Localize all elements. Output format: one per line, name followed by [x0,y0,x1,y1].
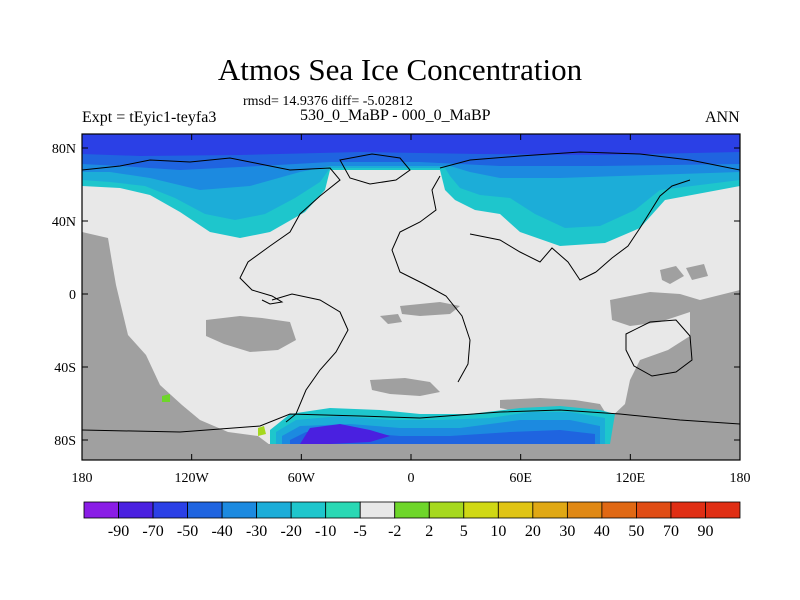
coast-europe-africa [391,175,471,383]
colorbar-box [463,501,499,519]
arctic-band-deep-blue [82,134,740,156]
colorbar-label: 70 [663,523,679,540]
colorbar-box [497,501,534,519]
colorbar-box [187,501,223,519]
colorbar-label: 20 [525,523,541,540]
y-tick-label: 0 [69,288,76,303]
colorbar: -90 -70 -50 -40 -30 -20 -10 -5 -2 2 5 10 20 30 40 50 70 9… [83,501,741,540]
colorbar-box [256,501,292,519]
colorbar-label: 40 [594,523,610,540]
colorbar-label: -30 [246,523,267,540]
colorbar-box [601,501,637,519]
y-tick-label: 40N [52,215,76,230]
colorbar-label: 2 [425,523,433,540]
land-south-america-west [82,232,270,460]
land-island-a [400,302,460,316]
map-field [82,134,740,460]
plot-title: Atmos Sea Ice Concentration [217,52,583,87]
colorbar-box [83,501,119,519]
positive-patch-b [258,426,266,436]
colorbar-box [152,501,188,519]
x-axis: 180 120W 60W 0 60E 120E 180 [72,134,751,486]
colorbar-box [532,501,568,519]
coast-north-america [82,157,341,305]
colorbar-box [566,501,603,519]
land-patagonia [370,378,440,396]
x-tick-label: 0 [408,471,415,486]
x-tick-label: 120E [616,471,646,486]
coastlines [82,151,740,433]
colorbar-box [290,501,327,519]
x-tick-label: 180 [730,471,751,486]
colorbar-label: 5 [460,523,468,540]
positive-patch-a [162,394,170,402]
colorbar-box [394,501,430,519]
colorbar-label: 90 [697,523,713,540]
land-australia [600,290,740,460]
coast-arabia-india [469,233,597,281]
colorbar-label: 30 [559,523,575,540]
coast-eurasia [439,151,740,171]
stats-label: rmsd= 14.9376 diff= -5.02812 [243,94,413,109]
colorbar-box [636,501,672,519]
colorbar-box [359,501,396,519]
land-island-b [380,314,402,324]
coast-australia [625,319,693,377]
colorbar-box [428,501,465,519]
coast-greenland [339,153,411,185]
colorbar-label: -40 [211,523,232,540]
colorbar-box [325,501,361,519]
colorbar-box [221,501,258,519]
coast-antarctica [82,409,740,433]
y-tick-label: 80S [54,434,76,449]
colorbar-label: -10 [315,523,336,540]
season-label: ANN [705,109,740,126]
y-tick-label: 40S [54,361,76,376]
y-axis: 80N 40N 0 40S 80S [52,142,740,449]
colorbar-label: 10 [490,523,506,540]
x-tick-label: 60W [288,471,316,486]
colorbar-label: -90 [108,523,129,540]
experiment-label: Expt = tEyic1-teyfa3 [82,109,217,126]
colorbar-label: -2 [388,523,401,540]
colorbar-box [705,501,741,519]
y-tick-label: 80N [52,142,76,157]
coast-south-america [271,293,349,423]
colorbar-label: -70 [142,523,163,540]
antarctic-land-base [82,444,740,460]
period-label: 530_0_MaBP - 000_0_MaBP [300,107,491,124]
colorbar-label: -5 [354,523,367,540]
land-island-d [686,264,708,280]
x-tick-label: 180 [72,471,93,486]
colorbar-label: 50 [628,523,644,540]
antarctic-band-purple [300,424,390,444]
x-tick-label: 120W [175,471,210,486]
x-tick-label: 60E [509,471,532,486]
land-pacific-strip [82,232,96,360]
coast-east-asia [595,179,691,273]
colorbar-box [118,501,154,519]
colorbar-label: -20 [280,523,301,540]
land-africa-south [206,316,296,352]
colorbar-box [670,501,706,519]
colorbar-label: -50 [177,523,198,540]
land-island-c [660,266,684,284]
